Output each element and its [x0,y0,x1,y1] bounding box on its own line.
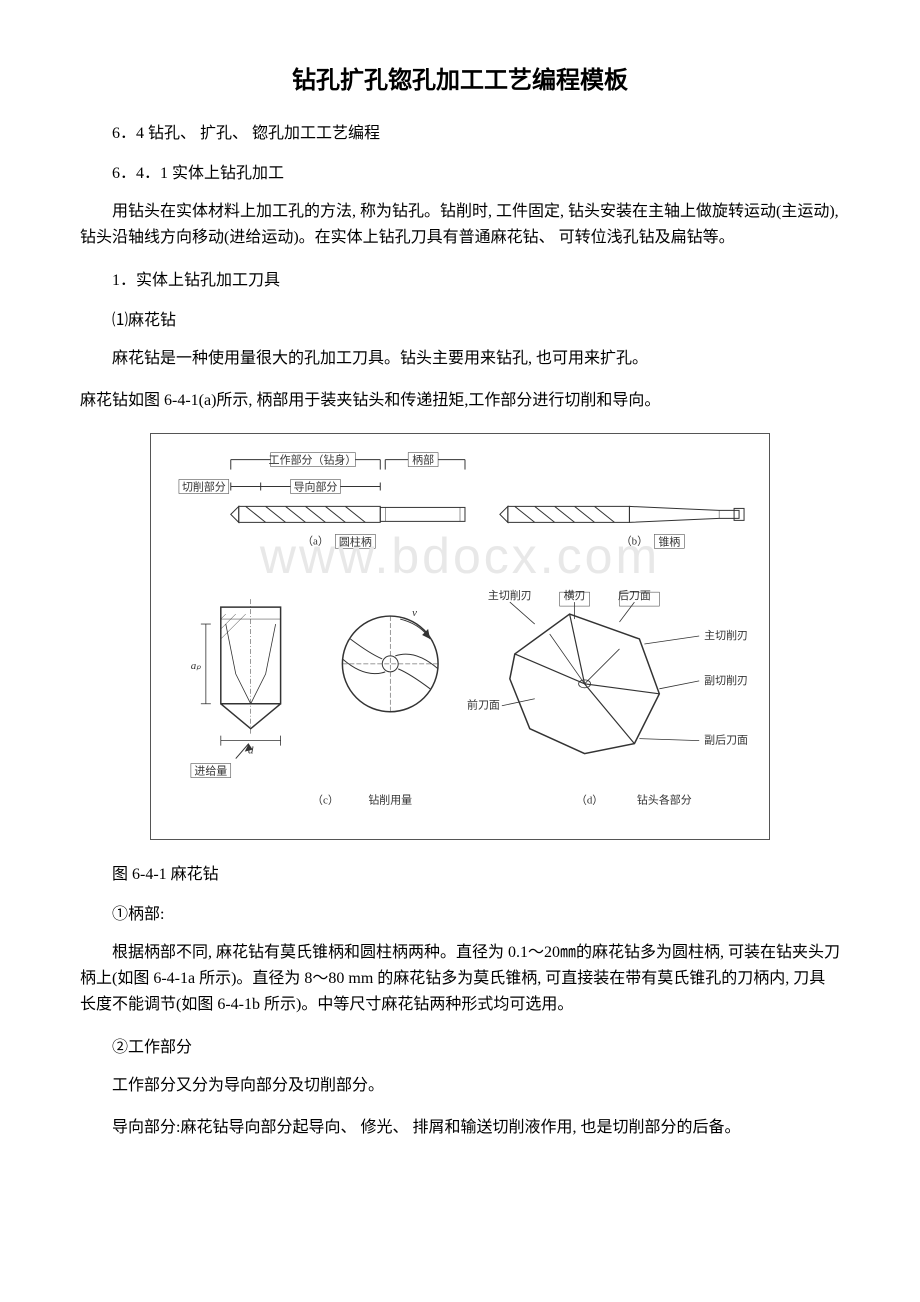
paragraph: 导向部分:麻花钻导向部分起导向、 修光、 排屑和输送切削液作用, 也是切削部分的… [80,1115,840,1141]
svg-text:aₚ: aₚ [191,660,201,672]
label-usage: 钻削用量 [368,793,412,807]
drill-diagram: 工作部分（钻身） 柄部 切削部分 导向部分 [161,444,759,824]
list-item: 1．实体上钻孔加工刀具 [80,266,840,290]
paragraph: 根据柄部不同, 麻花钻有莫氏锥柄和圆柱柄两种。直径为 0.1～20㎜的麻花钻多为… [80,940,840,1017]
label-work-part: 工作部分（钻身） [269,453,357,467]
paragraph: 麻花钻是一种使用量很大的孔加工刀具。钻头主要用来钻孔, 也可用来扩孔。 [80,346,840,372]
label-main-edge-1: 主切削刃 [488,588,532,602]
section-heading: 6．4 钻孔、 扩孔、 锪孔加工工艺编程 [80,119,840,143]
label-back-face: 后刀面 [618,589,651,602]
label-a: （a） [302,535,329,548]
label-cylinder: 圆柱柄 [339,535,372,549]
label-aux-back: 副后刀面 [704,734,748,747]
label-c: （c） [312,794,339,807]
label-chisel-1: 横刃 [564,588,586,602]
subsection-heading: 6．4．1 实体上钻孔加工 [80,159,840,183]
paragraph: 工作部分又分为导向部分及切削部分。 [80,1073,840,1099]
label-handle: 柄部 [412,453,434,467]
label-front-face: 前刀面 [467,698,500,712]
figure-box: www.bdocx.com 工作部分（钻身） 柄部 切削部分 [150,433,770,840]
label-main-edge-2: 主切削刃 [704,628,748,642]
label-aux-edge: 副切削刃 [704,673,748,687]
figure-caption: 图 6-4-1 麻花钻 [80,860,840,884]
list-item: ⑴麻花钻 [80,306,840,330]
svg-text:v: v [412,607,417,619]
paragraph: 麻花钻如图 6-4-1(a)所示, 柄部用于装夹钻头和传递扭矩,工作部分进行切削… [80,388,840,414]
label-cone: 锥柄 [658,536,680,549]
figure-container: www.bdocx.com 工作部分（钻身） 柄部 切削部分 [80,433,840,840]
label-parts: 钻头各部分 [637,793,692,807]
label-guide: 导向部分 [294,480,338,494]
label-cutting: 切削部分 [182,480,226,494]
label-b: （b） [621,535,648,548]
label-feed: 进给量 [194,765,227,778]
list-item: ②工作部分 [80,1033,840,1057]
label-d: （d） [576,794,603,807]
page-title: 钻孔扩孔锪孔加工工艺编程模板 [80,60,840,95]
list-item: ①柄部: [80,900,840,924]
paragraph: 用钻头在实体材料上加工孔的方法, 称为钻孔。钻削时, 工件固定, 钻头安装在主轴… [80,199,840,250]
